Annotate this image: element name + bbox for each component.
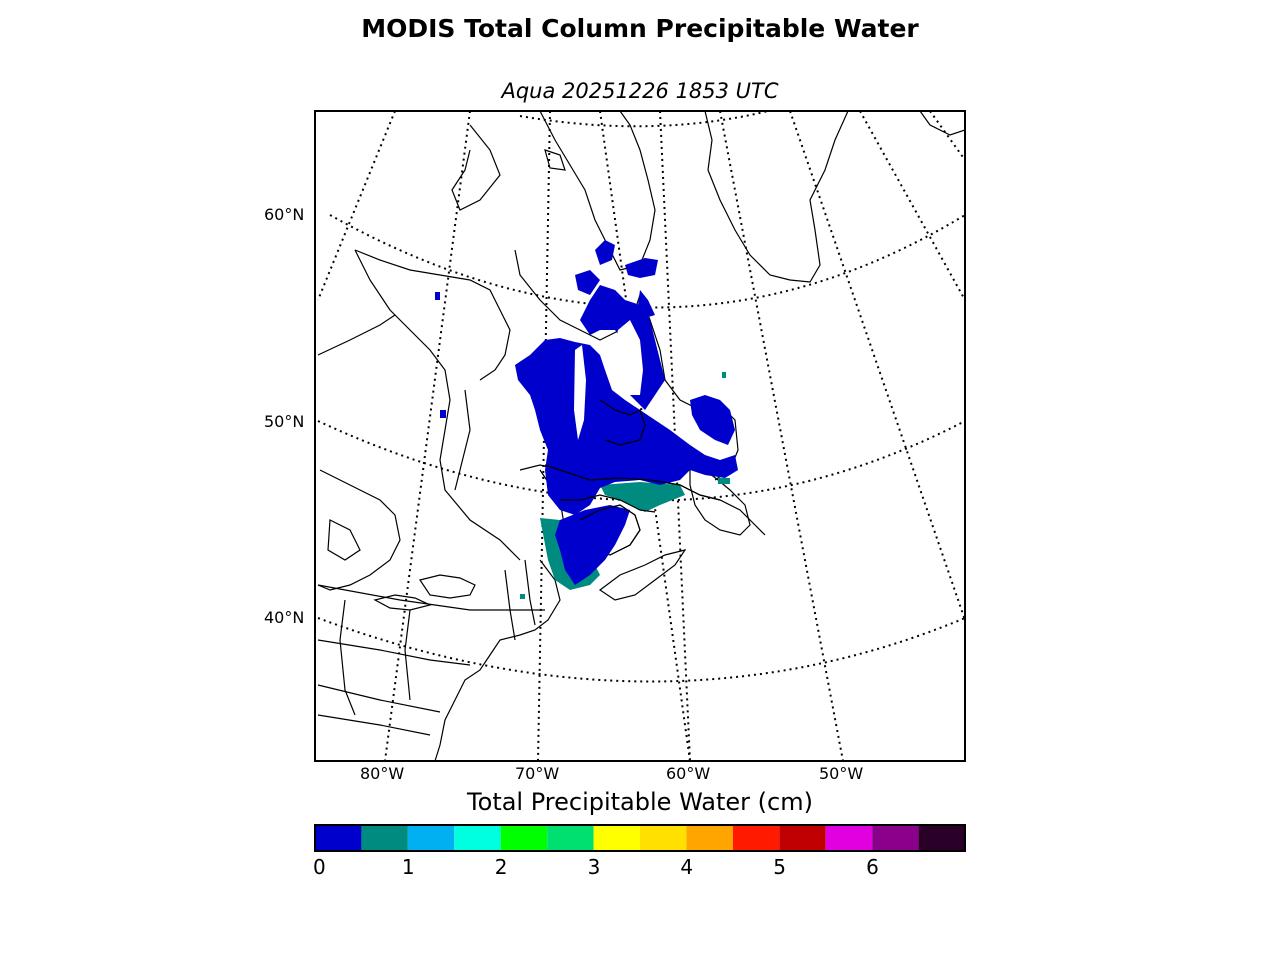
colorbar-tick-label: 6 bbox=[866, 855, 879, 879]
lon-label-60w: 60°W bbox=[666, 764, 711, 783]
colorbar bbox=[315, 825, 965, 851]
colorbar-tick-label: 0 bbox=[313, 855, 326, 879]
lat-label-50n: 50°N bbox=[264, 412, 305, 431]
colorbar-bin bbox=[918, 825, 965, 851]
lon-label-70w: 70°W bbox=[515, 764, 560, 783]
colorbar-bin bbox=[361, 825, 408, 851]
tpw-field-gap bbox=[574, 320, 643, 440]
colorbar-bin bbox=[547, 825, 594, 851]
lon-label-50w: 50°W bbox=[819, 764, 864, 783]
colorbar-bin bbox=[825, 825, 873, 851]
colorbar-bin bbox=[407, 825, 455, 851]
colorbar-bin bbox=[640, 825, 687, 851]
map-frame bbox=[314, 110, 966, 762]
colorbar-tick-label: 1 bbox=[401, 855, 415, 879]
tpw-field-bin-0 bbox=[435, 240, 738, 585]
colorbar-frame bbox=[314, 824, 966, 852]
figure-subtitle: Aqua 20251226 1853 UTC bbox=[501, 79, 779, 103]
colorbar-bin bbox=[732, 825, 780, 851]
coastline-overlay bbox=[544, 399, 721, 556]
colorbar-tick-label: 4 bbox=[680, 855, 694, 879]
colorbar-bin bbox=[686, 825, 733, 851]
figure-title: MODIS Total Column Precipitable Water bbox=[361, 14, 919, 43]
colorbar-tick-label: 3 bbox=[587, 855, 601, 879]
colorbar-label: Total Precipitable Water (cm) bbox=[467, 788, 813, 816]
lat-label-60n: 60°N bbox=[264, 205, 305, 224]
colorbar-tick-label: 2 bbox=[494, 855, 508, 879]
lat-label-40n: 40°N bbox=[264, 608, 305, 627]
colorbar-tick-label: 5 bbox=[773, 855, 787, 879]
colorbar-bin bbox=[593, 825, 640, 851]
colorbar-bin bbox=[872, 825, 919, 851]
colorbar-bin bbox=[315, 825, 362, 851]
graticule-parallels bbox=[317, 111, 965, 683]
colorbar-bin bbox=[779, 825, 826, 851]
colorbar-bin bbox=[500, 825, 548, 851]
lon-label-80w: 80°W bbox=[360, 764, 405, 783]
colorbar-bin bbox=[454, 825, 501, 851]
